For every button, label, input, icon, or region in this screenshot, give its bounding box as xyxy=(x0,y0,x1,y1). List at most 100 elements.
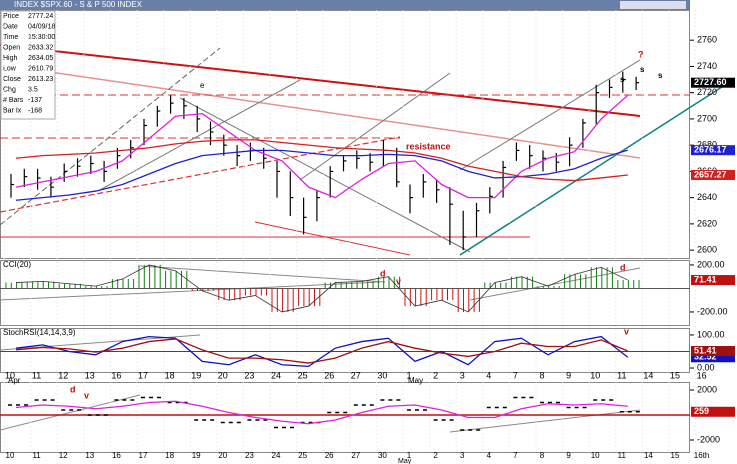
indicator-line xyxy=(15,335,629,368)
x-tick-label: 20 xyxy=(218,451,227,460)
last-value-box xyxy=(691,77,735,88)
last-value-label: 32.52 xyxy=(694,352,717,362)
y-tick-label: 2620 xyxy=(697,218,717,228)
info-value: 2777.24 xyxy=(28,13,53,20)
x-tick-label: 20 xyxy=(218,370,228,380)
annotation: d xyxy=(380,268,386,278)
info-label: Close xyxy=(3,76,21,83)
last-value-box xyxy=(691,346,735,357)
x-tick-label: 14 xyxy=(643,370,653,380)
x-tick-label: 23 xyxy=(245,451,254,460)
y-tick-label: 0.00 xyxy=(697,362,715,372)
y-tick-label: 100.00 xyxy=(697,329,725,339)
x-tick-label: 10 xyxy=(591,451,600,460)
x-tick-label: 16th xyxy=(694,451,710,460)
x-tick-label: 2 xyxy=(433,370,438,380)
last-value-label: 71.41 xyxy=(694,274,717,284)
panel-title: StochRSI(14,14,3,9) xyxy=(3,328,76,337)
x-tick-label: 3 xyxy=(460,370,465,380)
x-tick-label: 16 xyxy=(111,370,121,380)
info-label: Time xyxy=(3,34,18,41)
info-label: # Bars xyxy=(3,97,24,104)
x-tick-label: 11 xyxy=(32,451,41,460)
indicator-line xyxy=(15,338,629,364)
info-value: -137 xyxy=(28,97,42,104)
info-label: Chg xyxy=(3,86,16,93)
info-value: -168 xyxy=(28,107,42,114)
info-value: 2613.23 xyxy=(28,76,53,83)
annotation: d xyxy=(70,384,76,394)
window-buttons[interactable] xyxy=(620,1,686,9)
x-tick-label: 11 xyxy=(617,370,626,380)
x-tick-label: 17 xyxy=(138,370,148,380)
last-value-label: 2727.60 xyxy=(694,77,727,87)
x-tick-label: 13 xyxy=(85,451,94,460)
x-tick-label: 10 xyxy=(5,370,15,380)
x-tick-label: 15 xyxy=(671,451,680,460)
x-tick-label: 30 xyxy=(378,451,387,460)
y-tick-label: 2000 xyxy=(697,384,717,394)
annotation: d xyxy=(620,262,626,272)
x-tick-label: 4 xyxy=(486,370,491,380)
x-tick-label: 10 xyxy=(590,370,600,380)
y-tick-label: 2680 xyxy=(697,140,717,150)
x-tick-label: 14 xyxy=(644,451,653,460)
info-label: Date xyxy=(3,23,18,30)
y-tick-label: 200.00 xyxy=(697,259,725,269)
month-label: Apr xyxy=(8,376,21,385)
info-label: Open xyxy=(3,44,20,51)
last-value-label: 2657.27 xyxy=(694,169,727,179)
annotation: s xyxy=(658,71,663,80)
panel-frames xyxy=(0,10,690,453)
info-value: 2634.05 xyxy=(28,55,53,62)
header-bar xyxy=(0,0,690,10)
last-value-label: 2676.17 xyxy=(694,145,727,155)
y-tick-label: 2640 xyxy=(697,192,717,202)
x-tick-label: 16 xyxy=(112,451,121,460)
annotation: e xyxy=(200,81,205,90)
info-label: Bar Ix xyxy=(3,107,22,114)
y-tick-label: 2700 xyxy=(697,113,717,123)
x-tick-label: 10 xyxy=(6,451,15,460)
x-tick-label: 1 xyxy=(406,370,411,380)
info-value: 15:30:00 xyxy=(28,34,55,41)
annotation: s xyxy=(620,75,625,84)
x-tick-label: 18 xyxy=(165,370,175,380)
y-tick-label: -200.00 xyxy=(697,306,728,316)
info-label: Low xyxy=(3,65,17,72)
x-tick-label: 27 xyxy=(351,451,360,460)
x-tick-label: 12 xyxy=(59,451,68,460)
annotation: s xyxy=(640,65,645,74)
x-tick-label: 9 xyxy=(566,451,571,460)
x-tick-label: 7 xyxy=(513,370,518,380)
indicator-line xyxy=(15,400,628,425)
last-value-box xyxy=(691,275,735,286)
info-label: High xyxy=(3,55,18,62)
indicator-line xyxy=(15,94,629,199)
x-tick-label: 11 xyxy=(32,370,41,380)
x-tick-label: 4 xyxy=(487,451,492,460)
info-value: 3.5 xyxy=(28,86,38,93)
x-tick-label: 3 xyxy=(460,451,465,460)
x-tick-label: 18 xyxy=(165,451,174,460)
last-value-box xyxy=(691,352,735,363)
y-tick-label: 2760 xyxy=(697,35,717,45)
x-tick-label: 25 xyxy=(298,370,308,380)
info-label: Price xyxy=(3,13,19,20)
annotation: resistance xyxy=(406,141,451,151)
x-tick-label: 23 xyxy=(244,370,254,380)
info-box xyxy=(0,10,56,120)
x-tick-label: 8 xyxy=(539,370,544,380)
x-tick-label: 13 xyxy=(85,370,95,380)
x-tick-label: 24 xyxy=(271,370,281,380)
x-tick-label: 2 xyxy=(433,451,438,460)
last-value-box xyxy=(691,169,735,180)
annotation: v xyxy=(84,390,89,400)
x-tick-label: 19 xyxy=(191,370,201,380)
x-tick-label: 9 xyxy=(566,370,571,380)
x-tick-label: 16 xyxy=(697,370,707,380)
x-tick-label: 19 xyxy=(192,451,201,460)
x-tick-label: 15 xyxy=(670,370,680,380)
indicator-line xyxy=(15,264,628,313)
